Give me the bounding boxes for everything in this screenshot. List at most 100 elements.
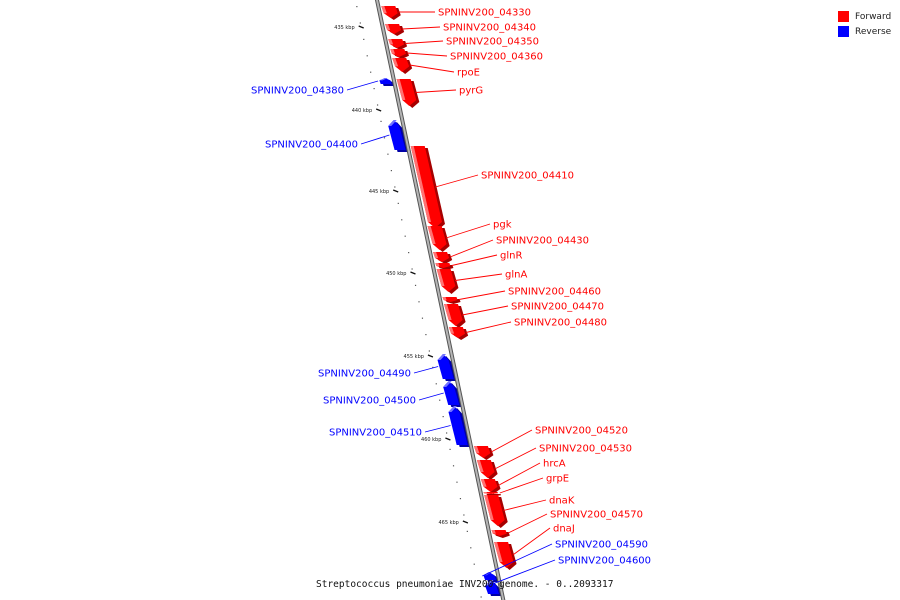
gene-label: SPNINV200_04490 <box>318 369 411 380</box>
minor-tick <box>390 170 392 172</box>
minor-tick <box>373 88 375 90</box>
gene-arrow <box>433 252 450 262</box>
gene-leader <box>507 513 548 534</box>
gene-highlight <box>494 542 503 562</box>
gene-feature <box>448 327 469 340</box>
major-ticks: 435 kbp 440 kbp 445 kbp 450 kbp 455 kbp 460 k… <box>334 25 469 526</box>
gene-arrow <box>435 263 451 268</box>
gene-highlight <box>491 530 496 534</box>
gene-features <box>379 6 517 596</box>
legend: Forward Reverse <box>838 9 891 39</box>
genome-backbone <box>374 0 506 600</box>
minor-tick <box>446 432 448 434</box>
gene-label: SPNINV200_04470 <box>511 302 604 313</box>
gene-highlight <box>437 354 447 360</box>
gene-feature <box>388 39 408 50</box>
gene-feature <box>442 297 461 304</box>
gene-leader <box>482 543 553 577</box>
gene-feature <box>494 542 517 570</box>
minor-tick <box>449 448 451 450</box>
major-tick-mark <box>392 189 399 193</box>
gene-arrow <box>443 381 460 405</box>
minor-tick <box>404 235 406 237</box>
gene-leader <box>405 40 444 44</box>
gene-highlight <box>427 226 436 244</box>
gene-label: SPNINV200_04410 <box>481 171 574 182</box>
backbone-line <box>375 0 505 600</box>
tick-label: 440 kbp <box>352 108 372 114</box>
gene-feature <box>484 495 508 528</box>
gene-label: SPNINV200_04510 <box>329 428 422 439</box>
gene-feature <box>476 460 498 480</box>
minor-tick <box>376 104 379 106</box>
gene-highlight <box>448 327 455 334</box>
gene-feature <box>392 58 413 74</box>
gene-arrow <box>381 6 398 18</box>
gene-arrow <box>448 327 466 338</box>
gene-label: grpE <box>546 474 569 485</box>
gene-arrow <box>442 297 458 302</box>
gene-highlight <box>379 78 388 81</box>
gene-arrow <box>388 39 405 48</box>
gene-leader <box>445 223 491 239</box>
gene-arrow <box>480 479 498 492</box>
gene-highlight <box>483 492 487 494</box>
gene-leader <box>484 559 556 588</box>
minor-tick <box>356 6 358 8</box>
gene-feature <box>433 252 453 264</box>
gene-label: SPNINV200_04570 <box>550 510 643 521</box>
gene-feature <box>410 146 445 230</box>
tick-label: 450 kbp <box>386 271 406 277</box>
gene-feature <box>427 226 450 252</box>
gene-label: glnA <box>505 270 527 281</box>
gene-leader <box>497 462 541 486</box>
gene-label: dnaJ <box>553 524 575 535</box>
minor-tick <box>383 137 386 139</box>
gene-label: dnaK <box>549 496 575 507</box>
gene-highlight <box>388 120 397 126</box>
minor-tick <box>452 465 455 467</box>
minor-tick <box>456 481 458 483</box>
gene-arrow <box>427 226 447 250</box>
gene-feature <box>443 381 463 407</box>
gene-label: SPNINV200_04590 <box>555 540 648 551</box>
gene-label: rpoE <box>457 68 480 79</box>
gene-highlight <box>390 49 395 54</box>
gene-arrow <box>443 304 463 326</box>
minor-tick <box>432 366 434 368</box>
gene-leader <box>451 254 498 266</box>
minor-tick <box>401 219 403 221</box>
gene-label: pyrG <box>459 86 483 97</box>
minor-tick <box>435 383 437 385</box>
gene-arrow <box>437 354 454 379</box>
minor-tick <box>439 399 441 401</box>
minor-tick <box>411 268 413 270</box>
gene-label: SPNINV200_04330 <box>438 8 531 19</box>
gene-leader <box>413 366 439 374</box>
gene-labels: SPNINV200_04330 SPNINV200_04340 SPNINV200_… <box>251 8 651 567</box>
genome-caption: Streptococcus pneumoniae INV200 genome. … <box>316 579 614 590</box>
gene-arrow <box>396 79 417 106</box>
gene-arrow <box>436 269 456 292</box>
major-tick-mark <box>462 520 469 524</box>
gene-highlight <box>385 24 391 30</box>
minor-tick <box>480 596 482 598</box>
minor-tick <box>428 350 430 352</box>
major-tick-mark <box>410 271 416 275</box>
minor-tick <box>477 580 479 582</box>
minor-tick-dots <box>356 6 482 598</box>
gene-feature <box>437 354 457 381</box>
tick-label: 460 kbp <box>421 437 441 443</box>
gene-arrow <box>385 24 402 34</box>
minor-tick <box>408 252 410 254</box>
major-tick-mark <box>427 354 434 358</box>
gene-highlight <box>433 252 439 258</box>
gene-highlight <box>388 39 394 45</box>
gene-leader <box>415 89 457 93</box>
gene-highlight <box>480 479 487 487</box>
major-tick-mark <box>358 25 364 29</box>
tick-label: 435 kbp <box>334 25 354 31</box>
gene-arrow <box>410 146 442 228</box>
minor-tick <box>394 186 396 188</box>
minor-tick <box>470 547 472 549</box>
